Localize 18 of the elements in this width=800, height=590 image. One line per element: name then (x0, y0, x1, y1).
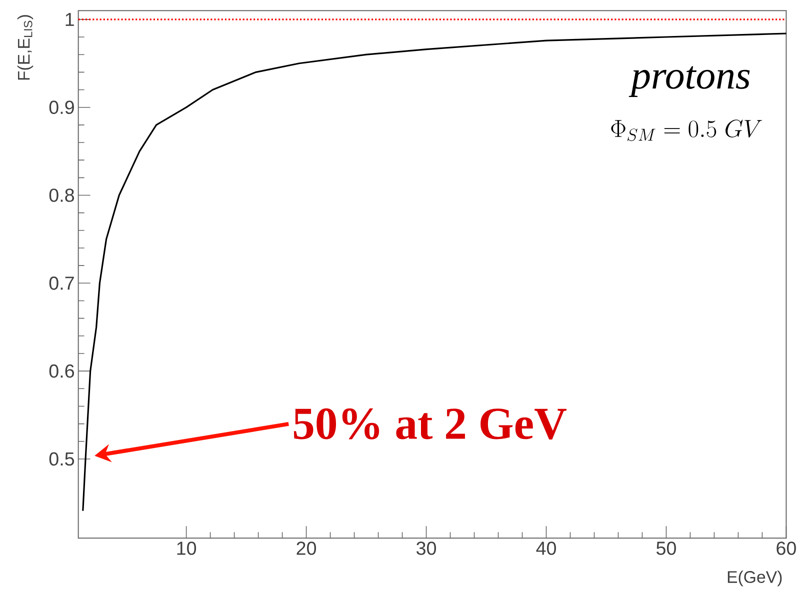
annotation: 50% at 2 GeV (294, 408, 566, 440)
x-axis-title: E(GeV) (728, 570, 782, 586)
y-tick-label: 1 (66, 13, 74, 26)
y-axis-title: F(E,E$_{LIS}$) (17, 15, 34, 80)
x-tick-label: 50 (656, 542, 676, 556)
y-tick-label: 0.7 (49, 276, 74, 290)
y-tick-label: 0.8 (49, 188, 74, 202)
annotation: protons (628, 66, 750, 98)
line-series (82, 32, 788, 512)
y-tick-label: 0.5 (49, 452, 74, 466)
x-tick-label: 20 (296, 542, 316, 556)
x-tick-label: 40 (536, 542, 556, 556)
x-tick-label: 30 (416, 542, 436, 556)
annotation: $\Phi_{SM} = 0.5\ GV$ (611, 120, 762, 142)
x-tick-label: 10 (177, 542, 196, 556)
y-tick-label: 0.6 (49, 364, 74, 378)
x-tick-label: 60 (776, 542, 796, 556)
y-tick-label: 0.9 (49, 100, 74, 114)
